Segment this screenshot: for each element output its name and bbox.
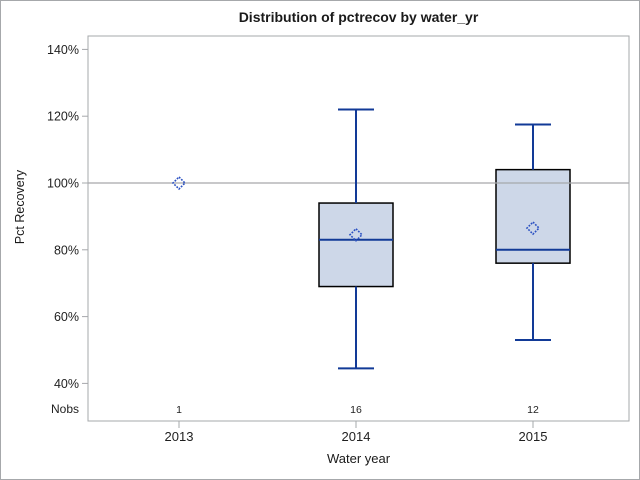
y-tick-label: 80% bbox=[54, 243, 79, 257]
mean-diamond-marker-2015 bbox=[525, 220, 541, 236]
chart-title: Distribution of pctrecov by water_yr bbox=[238, 9, 479, 25]
y-tick-label: 40% bbox=[54, 377, 79, 391]
y-tick-label: 60% bbox=[54, 310, 79, 324]
x-axis-title: Water year bbox=[326, 451, 391, 466]
y-tick-label: 120% bbox=[47, 110, 79, 124]
nobs-value-2013: 1 bbox=[176, 404, 182, 416]
box-2014 bbox=[318, 202, 394, 288]
mean-diamond-marker-2013 bbox=[171, 175, 187, 191]
box-2015 bbox=[495, 168, 571, 264]
mean-diamond-marker-2014 bbox=[348, 227, 364, 242]
nobs-row-label: Nobs bbox=[51, 402, 79, 416]
x-tick-label-2014: 2014 bbox=[342, 429, 371, 444]
y-tick-label: 100% bbox=[47, 177, 79, 191]
plot-frame bbox=[87, 35, 630, 422]
x-tick-label-2015: 2015 bbox=[519, 429, 548, 444]
nobs-value-2015: 12 bbox=[527, 404, 539, 416]
nobs-value-2014: 16 bbox=[350, 404, 362, 416]
y-tick-label: 140% bbox=[47, 43, 79, 57]
x-tick-label-2013: 2013 bbox=[165, 429, 194, 444]
